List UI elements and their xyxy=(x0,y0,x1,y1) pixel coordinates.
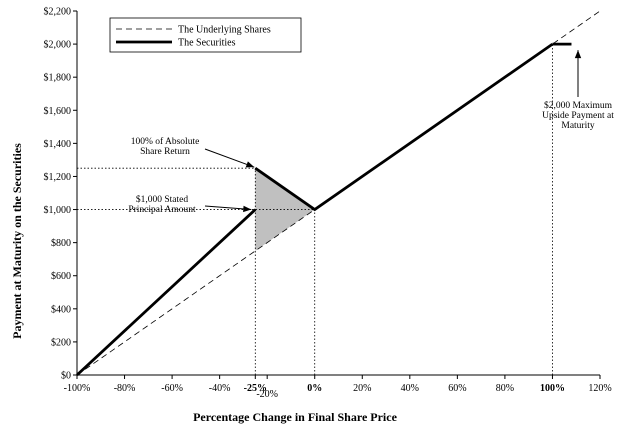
annotation-max-upside-line-3: Maturity xyxy=(561,121,594,131)
x-axis-title: Percentage Change in Final Share Price xyxy=(193,410,398,424)
y-tick-label: $0 xyxy=(61,371,71,382)
y-tick-label: $2,200 xyxy=(44,7,72,18)
annotation-absolute-return-line-2: Share Return xyxy=(140,147,190,157)
x-tick-label: 120% xyxy=(588,383,611,394)
y-tick-label: $1,400 xyxy=(44,139,72,150)
y-tick-label: $200 xyxy=(51,337,71,348)
y-tick-label: $1,000 xyxy=(44,205,72,216)
legend-box xyxy=(109,17,302,53)
shaded-region xyxy=(255,168,315,251)
series-line-securities-segment-1 xyxy=(76,208,257,377)
axes-group: $0 $200 $400 $600 $800 $1,000 $1,200 $1,400 $1,6… xyxy=(44,7,612,401)
x-tick-label: 20% xyxy=(353,383,371,394)
x-tick-label: -80% xyxy=(114,383,136,394)
y-tick-label: $1,800 xyxy=(44,73,72,84)
legend: The Underlying Shares The Securities xyxy=(109,17,302,53)
x-tick-label: 60% xyxy=(448,383,466,394)
y-tick-label: $400 xyxy=(51,304,71,315)
annotation-absolute-return-arrow-head xyxy=(245,161,255,168)
x-tick-label: 40% xyxy=(401,383,419,394)
y-tick-label: $600 xyxy=(51,271,71,282)
x-tick-label: -60% xyxy=(161,383,183,394)
y-tick-label: $1,200 xyxy=(44,172,72,183)
series-group xyxy=(76,10,601,377)
x-tick-label: -20% xyxy=(256,389,278,400)
annotation-max-upside-arrow-head xyxy=(574,50,582,59)
annotation-max-upside-line-2: Upside Payment at xyxy=(542,111,614,121)
x-tick-label: 80% xyxy=(496,383,514,394)
x-tick-label: 0% xyxy=(307,383,322,394)
annotation-absolute-return-line-1: 100% of Absolute xyxy=(131,136,200,147)
annotation-principal-line-1: $1,000 Stated xyxy=(136,194,188,205)
x-tick-label: -100% xyxy=(64,383,91,394)
y-tick-label: $1,600 xyxy=(44,106,72,117)
x-tick-label: -40% xyxy=(209,383,231,394)
y-tick-label: $800 xyxy=(51,238,71,249)
shaded-region-group xyxy=(255,168,315,251)
reference-lines-group xyxy=(77,44,553,375)
series-line-securities-segment-2 xyxy=(254,42,554,212)
y-axis-title: Payment at Maturity on the Securities xyxy=(10,143,24,339)
y-tick-label: $2,000 xyxy=(44,40,72,51)
annotation-max-upside-line-1: $2,000 Maximum xyxy=(544,100,613,111)
annotation-principal-arrow-head xyxy=(243,205,252,213)
legend-label-2: The Securities xyxy=(178,38,236,49)
legend-label-1: The Underlying Shares xyxy=(178,25,271,36)
x-tick-label: 100% xyxy=(540,383,565,394)
annotation-absolute-return-arrow-shaft xyxy=(204,148,255,168)
x-tick-label: -25% xyxy=(244,383,267,394)
annotation-principal-line-2: Principal Amount xyxy=(128,205,196,215)
